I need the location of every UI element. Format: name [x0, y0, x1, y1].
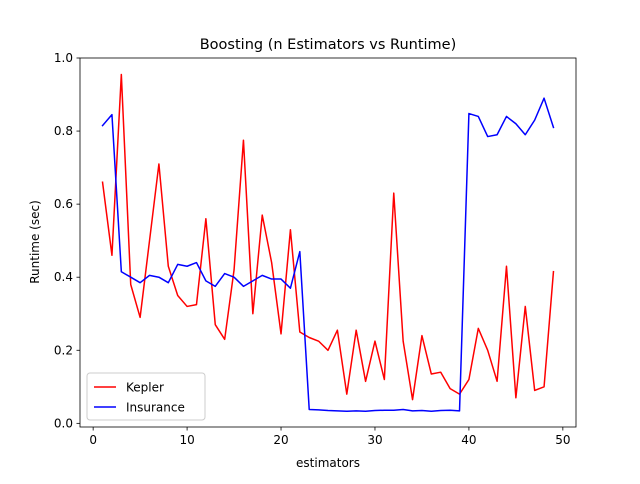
y-tick-label: 0.4: [54, 270, 73, 284]
chart-title: Boosting (n Estimators vs Runtime): [200, 37, 457, 53]
axes-frame: [79, 57, 577, 428]
x-tick-label: 50: [555, 433, 570, 447]
series-line-kepler: [101, 73, 555, 401]
y-tick-label: 0.2: [54, 343, 73, 357]
y-tick-label: 0.8: [54, 124, 73, 138]
x-tick-label: 30: [367, 433, 382, 447]
x-tick-label: 10: [179, 433, 194, 447]
x-axis-label: estimators: [296, 456, 360, 470]
y-tick-label: 0.6: [54, 197, 73, 211]
x-tick-label: 20: [273, 433, 288, 447]
legend: Kepler Insurance: [86, 372, 206, 421]
legend-box: [86, 372, 206, 421]
y-tick-label: 1.0: [54, 51, 73, 65]
x-tick-label: 0: [89, 433, 97, 447]
plot-area: [101, 73, 555, 413]
legend-label-kepler: Kepler: [126, 381, 164, 395]
y-axis-label: Runtime (sec): [28, 200, 42, 284]
x-tick-label: 40: [461, 433, 476, 447]
series-line-insurance: [101, 97, 555, 413]
y-tick-label: 0.0: [54, 416, 73, 430]
legend-label-insurance: Insurance: [126, 401, 185, 415]
axes: 0 10 20 30 40 50 0.0 0.2 0.4 0.6 0.8 1.0: [54, 51, 577, 447]
